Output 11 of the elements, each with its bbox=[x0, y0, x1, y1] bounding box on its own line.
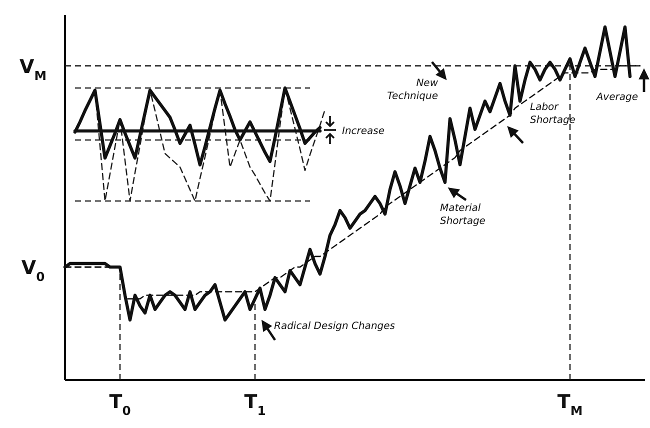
x-tick-label: T$_{M}$ bbox=[557, 391, 583, 418]
x-tick-label: T$_{0}$ bbox=[109, 391, 131, 418]
annotation: New Technique bbox=[387, 78, 439, 102]
annotation: Increase bbox=[342, 126, 385, 137]
ref-line-label: V$_{M}$ bbox=[19, 56, 47, 83]
x-tick-label: T$_{1}$ bbox=[244, 391, 266, 418]
annotation: Radical Design Changes bbox=[274, 321, 395, 332]
annotation: Material Shortage bbox=[440, 203, 486, 227]
ref-line-label: V$_{0}$ bbox=[21, 257, 45, 284]
annotation: Labor Shortage bbox=[530, 102, 576, 126]
annotation: Average bbox=[595, 92, 638, 103]
